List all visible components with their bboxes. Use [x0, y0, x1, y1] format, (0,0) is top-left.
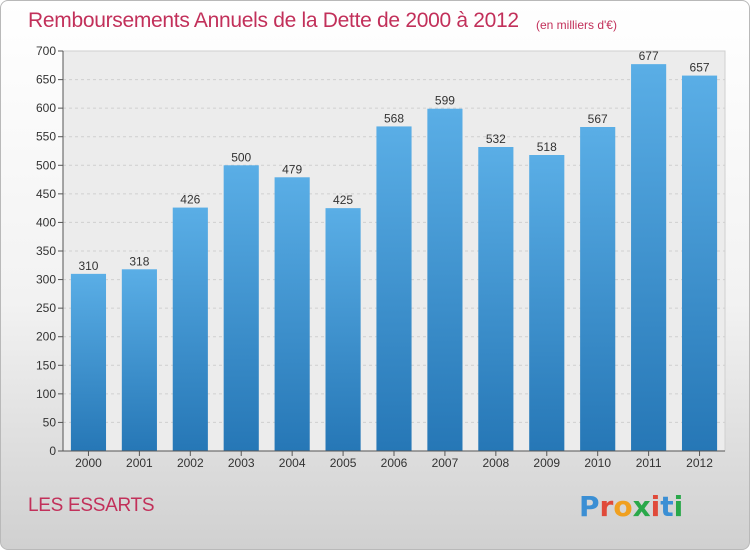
data-label: 677	[639, 49, 659, 63]
bar-2003	[223, 165, 259, 452]
logo-letter: r	[599, 490, 614, 523]
x-tick-label: 2005	[330, 456, 357, 470]
x-tick-label: 2003	[228, 456, 255, 470]
logo-letter: t	[660, 490, 674, 523]
y-tick-label: 0	[49, 444, 56, 458]
x-tick-label: 2000	[75, 456, 102, 470]
data-label: 425	[333, 193, 353, 207]
bar-2006	[376, 126, 412, 451]
data-label: 318	[129, 254, 149, 268]
data-label: 568	[384, 111, 404, 125]
logo-letter: i	[673, 490, 684, 523]
x-tick-label: 2009	[533, 456, 560, 470]
y-tick-label: 700	[36, 44, 56, 58]
y-tick-label: 500	[36, 158, 56, 172]
bar-2001	[121, 269, 157, 451]
x-tick-label: 2002	[177, 456, 204, 470]
x-tick-label: 2012	[686, 456, 713, 470]
logo-letter: o	[613, 490, 633, 523]
data-label: 599	[435, 94, 455, 108]
bar-2012	[681, 75, 718, 452]
y-tick-label: 400	[36, 215, 56, 229]
bar-2004	[274, 177, 310, 452]
y-tick-label: 300	[36, 273, 56, 287]
y-tick-label: 100	[36, 387, 56, 401]
y-tick-label: 600	[36, 101, 56, 115]
data-label: 426	[180, 193, 200, 207]
data-label: 310	[78, 259, 98, 273]
x-tick-label: 2007	[432, 456, 459, 470]
y-tick-label: 50	[43, 415, 57, 429]
bar-2007	[427, 108, 463, 451]
y-tick-label: 450	[36, 187, 56, 201]
x-tick-label: 2008	[482, 456, 509, 470]
data-label: 518	[537, 140, 557, 154]
y-tick-label: 650	[36, 73, 56, 87]
chart-subtitle: (en milliers d'€)	[536, 18, 617, 32]
commune-name: LES ESSARTS	[28, 495, 155, 516]
bar-2011	[631, 64, 667, 451]
data-label: 500	[231, 150, 251, 164]
bar-2010	[580, 127, 616, 451]
x-tick-label: 2011	[636, 456, 662, 470]
data-label: 657	[690, 61, 710, 75]
y-tick-label: 150	[36, 358, 56, 372]
proxiti-logo[interactable]: Proxiti	[579, 490, 683, 523]
data-label: 479	[282, 162, 302, 176]
data-label: 532	[486, 132, 506, 146]
logo-letter: i	[650, 490, 661, 523]
x-tick-label: 2004	[279, 456, 306, 470]
bar-2005	[325, 208, 361, 451]
x-tick-label: 2001	[126, 456, 153, 470]
y-tick-label: 250	[36, 301, 56, 315]
bar-2000	[70, 273, 107, 451]
y-tick-label: 350	[36, 244, 56, 258]
chart-title: Remboursements Annuels de la Dette de 20…	[28, 9, 519, 32]
logo-letter: P	[579, 490, 600, 523]
y-tick-label: 200	[36, 330, 56, 344]
logo-letter: x	[632, 490, 651, 523]
bar-2002	[172, 207, 208, 451]
bar-2008	[478, 147, 514, 451]
data-label: 567	[588, 112, 608, 126]
y-tick-label: 550	[36, 130, 56, 144]
x-tick-label: 2006	[381, 456, 408, 470]
x-tick-label: 2010	[584, 456, 611, 470]
bar-2009	[529, 155, 565, 451]
